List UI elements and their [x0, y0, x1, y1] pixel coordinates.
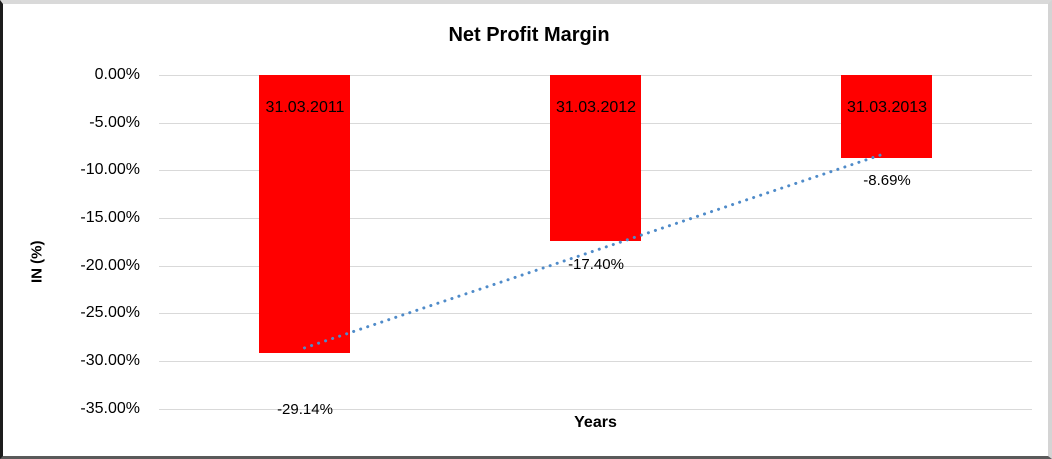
- bar-31.03.2011: [259, 75, 350, 353]
- y-axis-tick-label: -30.00%: [80, 352, 140, 369]
- y-axis-tick-label: 0.00%: [94, 66, 140, 83]
- y-axis-tick-label: -10.00%: [80, 161, 140, 178]
- y-axis-tick-label: -15.00%: [80, 209, 140, 226]
- category-label: 31.03.2011: [265, 99, 345, 116]
- data-label: -17.40%: [568, 256, 624, 273]
- bar-31.03.2013: [841, 75, 932, 158]
- y-axis-tick-label: -20.00%: [80, 257, 140, 274]
- y-gridline: [159, 361, 1032, 362]
- y-axis-tick-label: -25.00%: [80, 304, 140, 321]
- chart-title: Net Profit Margin: [448, 24, 610, 46]
- category-label: 31.03.2012: [555, 99, 637, 116]
- trendline: [303, 151, 888, 350]
- y-axis-tick-label: -35.00%: [80, 400, 140, 417]
- y-axis-tick-label: -5.00%: [89, 114, 140, 131]
- data-label: -29.14%: [277, 401, 333, 418]
- x-axis-title: Years: [574, 414, 617, 431]
- y-gridline: [159, 409, 1032, 410]
- category-label: 31.03.2013: [846, 99, 928, 116]
- data-label: -8.69%: [863, 172, 911, 189]
